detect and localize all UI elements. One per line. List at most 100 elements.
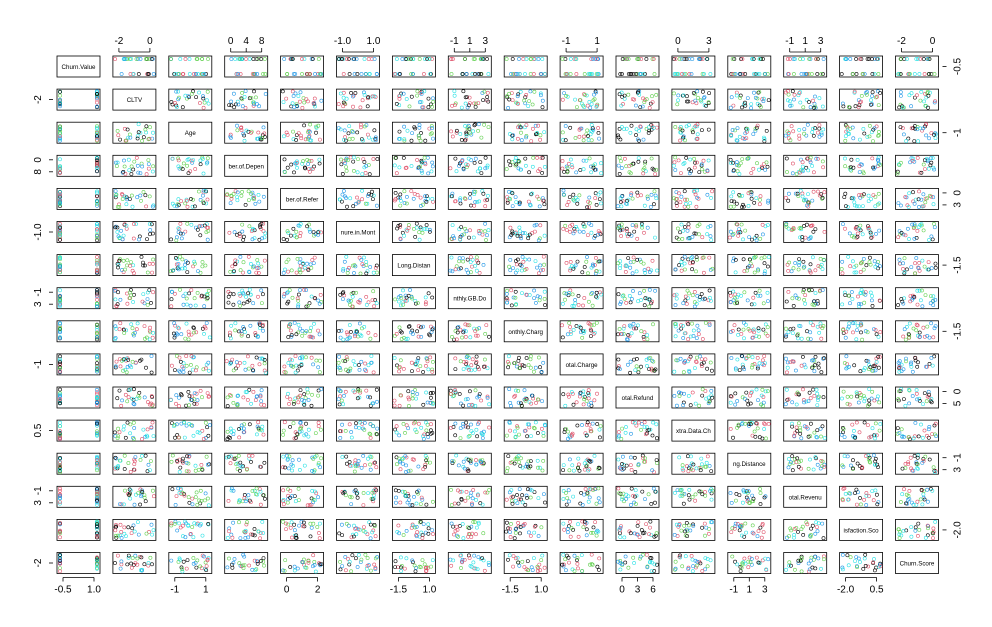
point-1-9-11 [562, 91, 567, 96]
point-5-6-20 [406, 223, 411, 227]
point-4-3-0 [246, 189, 251, 194]
point-2-10-25 [641, 137, 646, 142]
point-1-13-11 [784, 90, 788, 95]
panel-3-9 [559, 154, 604, 177]
point-10-1-11 [125, 399, 130, 404]
point-0-3-12 [254, 57, 259, 61]
point-10-12-21 [754, 387, 759, 392]
point-0-5-23 [363, 72, 368, 76]
point-4-6-10 [393, 197, 398, 202]
point-9-8-24 [517, 355, 521, 360]
point-6-12-21 [762, 255, 767, 260]
point-10-15-12 [907, 401, 912, 406]
point-6-4-9 [311, 261, 316, 266]
point-11-1-22 [131, 420, 136, 425]
point-4-2-15 [201, 188, 206, 193]
point-11-15-8 [926, 435, 931, 440]
point-4-11-13 [705, 192, 710, 197]
point-0-2-15 [169, 57, 173, 61]
point-5-10-12 [625, 234, 630, 239]
point-0-1-19 [149, 57, 154, 61]
point-2-13-15 [787, 136, 791, 141]
point-0-14-23 [860, 72, 865, 76]
point-2-12-24 [735, 126, 740, 131]
point-8-10-11 [617, 327, 622, 331]
point-0-6-10 [421, 72, 426, 76]
point-4-0-9 [95, 203, 99, 208]
point-7-15-6 [920, 288, 924, 293]
point-0-9-16 [591, 57, 595, 61]
point-2-15-9 [933, 136, 938, 141]
point-3-1-7 [123, 171, 128, 176]
point-2-3-19 [235, 128, 240, 133]
point-4-13-21 [787, 191, 791, 196]
point-10-4-20 [286, 391, 290, 396]
point-1-3-7 [232, 105, 237, 110]
point-5-8-18 [542, 233, 547, 238]
point-3-1-10 [127, 168, 132, 173]
point-8-13-24 [819, 336, 824, 341]
point-1-13-18 [796, 93, 801, 98]
point-11-4-12 [318, 427, 323, 432]
point-9-10-7 [645, 363, 649, 368]
point-11-14-1 [873, 421, 878, 426]
point-0-11-4 [698, 57, 703, 61]
point-10-7-14 [467, 389, 472, 394]
point-9-5-17 [337, 354, 342, 359]
point-6-1-18 [147, 261, 152, 266]
point-3-11-10 [689, 169, 693, 174]
point-1-13-8 [807, 100, 811, 104]
point-1-0-19 [95, 104, 99, 109]
point-0-14-13 [854, 57, 859, 61]
point-10-9-2 [595, 391, 599, 396]
panel-3-3 [224, 154, 269, 177]
point-11-8-6 [536, 431, 540, 435]
point-12-4-3 [281, 454, 286, 459]
point-2-13-18 [821, 127, 826, 132]
point-5-9-23 [587, 221, 592, 226]
point-10-14-15 [840, 396, 844, 401]
point-10-8-15 [516, 400, 521, 405]
point-0-13-18 [806, 72, 811, 76]
point-8-10-2 [636, 323, 640, 328]
point-2-5-19 [361, 138, 365, 143]
point-2-6-24 [417, 133, 421, 138]
point-1-8-6 [518, 89, 523, 94]
point-2-8-24 [536, 123, 541, 128]
point-3-10-2 [616, 163, 621, 168]
point-2-3-25 [255, 136, 259, 141]
point-1-11-11 [693, 98, 698, 103]
point-8-4-12 [300, 333, 305, 338]
point-7-8-17 [537, 298, 542, 303]
point-2-8-11 [524, 135, 529, 140]
point-11-4-11 [306, 434, 311, 439]
point-10-14-5 [845, 394, 850, 399]
point-8-5-8 [373, 333, 378, 338]
point-9-8-18 [541, 360, 546, 365]
point-2-15-5 [912, 139, 917, 144]
panel-3-8 [503, 154, 548, 177]
point-3-7-20 [465, 163, 470, 168]
point-5-2-4 [193, 225, 198, 230]
point-11-13-18 [797, 421, 801, 426]
point-9-4-12 [314, 358, 319, 363]
point-3-10-13 [628, 171, 633, 176]
point-10-6-23 [406, 389, 411, 394]
point-6-10-1 [630, 271, 635, 276]
point-10-9-14 [574, 400, 579, 405]
point-2-5-15 [347, 124, 352, 129]
point-11-4-16 [281, 428, 286, 433]
point-6-15-7 [933, 265, 938, 270]
point-7-1-5 [113, 297, 118, 302]
point-11-3-3 [231, 432, 236, 437]
point-4-12-2 [749, 196, 754, 201]
point-8-13-17 [808, 330, 813, 335]
point-1-11-18 [707, 91, 712, 96]
point-9-15-25 [915, 364, 920, 369]
point-4-13-5 [810, 198, 815, 203]
point-8-9-3 [560, 323, 565, 328]
point-5-2-2 [169, 237, 174, 242]
point-5-9-19 [577, 229, 582, 234]
point-5-11-8 [700, 235, 705, 240]
point-5-15-24 [932, 221, 936, 226]
